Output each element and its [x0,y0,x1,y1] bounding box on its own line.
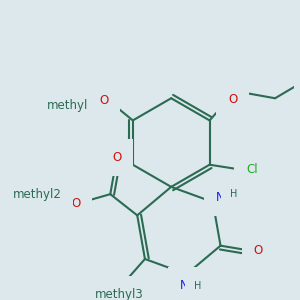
Text: O: O [99,94,109,107]
Text: O: O [228,93,237,106]
Text: N: N [180,279,189,292]
Text: O: O [254,244,263,257]
Text: N: N [216,191,225,204]
Text: methyl3: methyl3 [94,288,143,300]
Text: H: H [194,281,202,291]
Text: Cl: Cl [246,163,258,176]
Text: methyl: methyl [46,100,88,112]
Text: O: O [71,197,80,210]
Text: H: H [230,189,238,199]
Text: O: O [112,151,122,164]
Text: methyl2: methyl2 [13,188,61,201]
